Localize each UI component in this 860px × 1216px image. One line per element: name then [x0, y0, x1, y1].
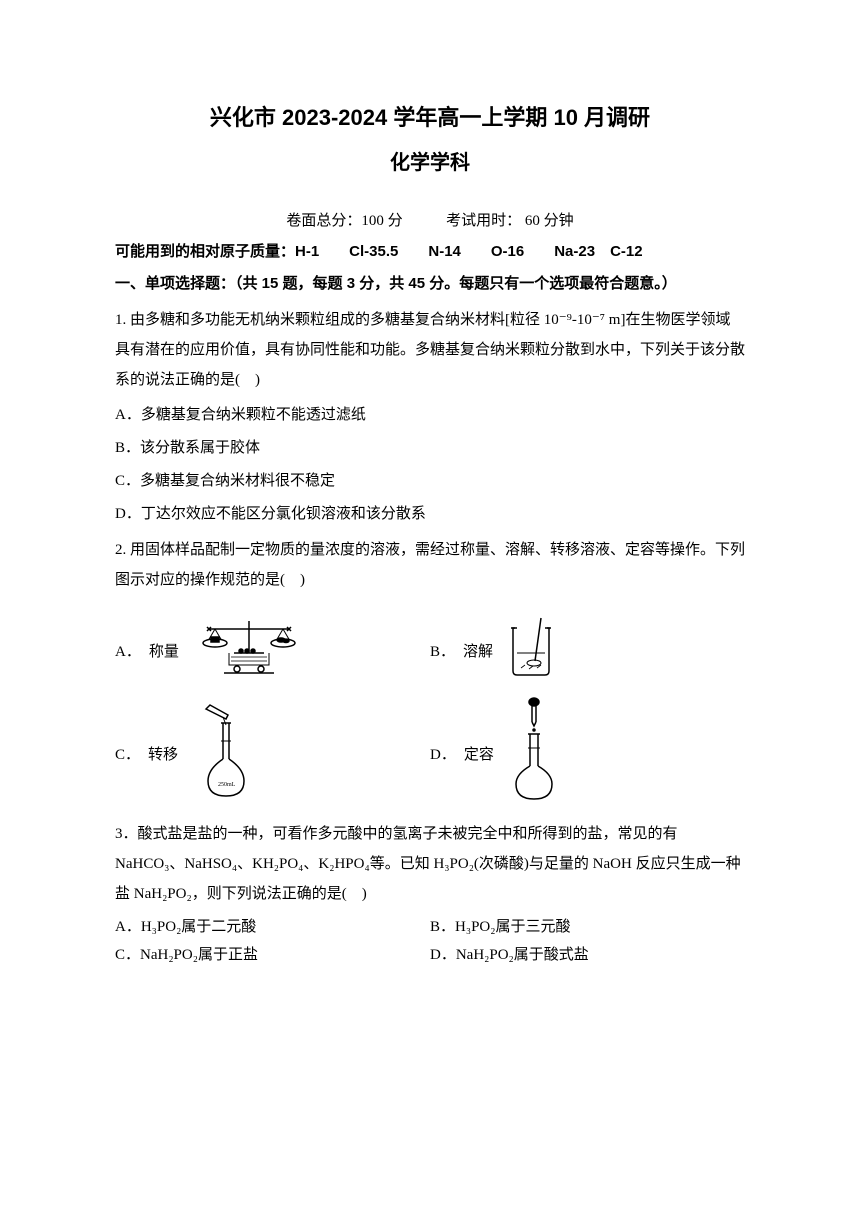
q2-d-text: 定容: [464, 743, 494, 764]
q2-a-text: 称量: [149, 640, 179, 661]
q3-option-a: A．H₃PO₂属于二元酸: [115, 913, 430, 942]
exam-score: 卷面总分：100 分: [286, 213, 402, 229]
q3-row2: C．NaH₂PO₂属于正盐 D．NaH₂PO₂属于酸式盐: [115, 941, 745, 970]
title-main: 兴化市 2023-2024 学年高一上学期 10 月调研: [115, 100, 745, 132]
q2-option-a: A． 称量: [115, 613, 430, 688]
flask-dropper-icon: [504, 696, 564, 811]
q2-c-text: 转移: [148, 743, 178, 764]
q3-option-d: D．NaH₂PO₂属于酸式盐: [430, 941, 745, 970]
q1-option-c: C．多糖基复合纳米材料很不稳定: [115, 465, 745, 498]
q3-row1: A．H₃PO₂属于二元酸 B．H₃PO₂属于三元酸: [115, 913, 745, 942]
q2-option-b: B． 溶解: [430, 613, 745, 688]
q3-option-b: B．H₃PO₂属于三元酸: [430, 913, 745, 942]
q3-text: 3．酸式盐是盐的一种，可看作多元酸中的氢离子未被完全中和所得到的盐，常见的有 N…: [115, 819, 745, 909]
q1-option-a: A．多糖基复合纳米颗粒不能透过滤纸: [115, 399, 745, 432]
q2-row2: C． 转移 250mL D． 定容: [115, 696, 745, 811]
q2-option-c: C． 转移 250mL: [115, 701, 430, 806]
q2-text: 2. 用固体样品配制一定物质的量浓度的溶液，需经过称量、溶解、转移溶液、定容等操…: [115, 535, 745, 595]
section-header: 一、单项选择题：（共 15 题，每题 3 分，共 45 分。每题只有一个选项最符…: [115, 271, 745, 297]
balance-icon: [189, 613, 309, 688]
flask-transfer-icon: 250mL: [188, 701, 268, 806]
atomic-mass: 可能用到的相对原子质量：H-1 Cl-35.5 N-14 O-16 Na-23 …: [115, 240, 745, 261]
svg-text:250mL: 250mL: [218, 782, 236, 788]
q2-row1: A． 称量: [115, 613, 745, 688]
title-sub: 化学学科: [115, 146, 745, 175]
beaker-icon: [503, 613, 563, 688]
q2-c-label: C．: [115, 743, 140, 764]
exam-time: 考试用时： 60 分钟: [446, 213, 574, 229]
q2-option-d: D． 定容: [430, 696, 745, 811]
q1-text: 1. 由多糖和多功能无机纳米颗粒组成的多糖基复合纳米材料[粒径 10⁻⁹-10⁻…: [115, 305, 745, 395]
q2-b-text: 溶解: [463, 640, 493, 661]
q3-option-c: C．NaH₂PO₂属于正盐: [115, 941, 430, 970]
q2-d-label: D．: [430, 743, 456, 764]
q1-option-d: D．丁达尔效应不能区分氯化钡溶液和该分散系: [115, 498, 745, 531]
exam-info: 卷面总分：100 分 考试用时： 60 分钟: [115, 209, 745, 230]
q2-a-label: A．: [115, 640, 141, 661]
q1-option-b: B．该分散系属于胶体: [115, 432, 745, 465]
q2-b-label: B．: [430, 640, 455, 661]
